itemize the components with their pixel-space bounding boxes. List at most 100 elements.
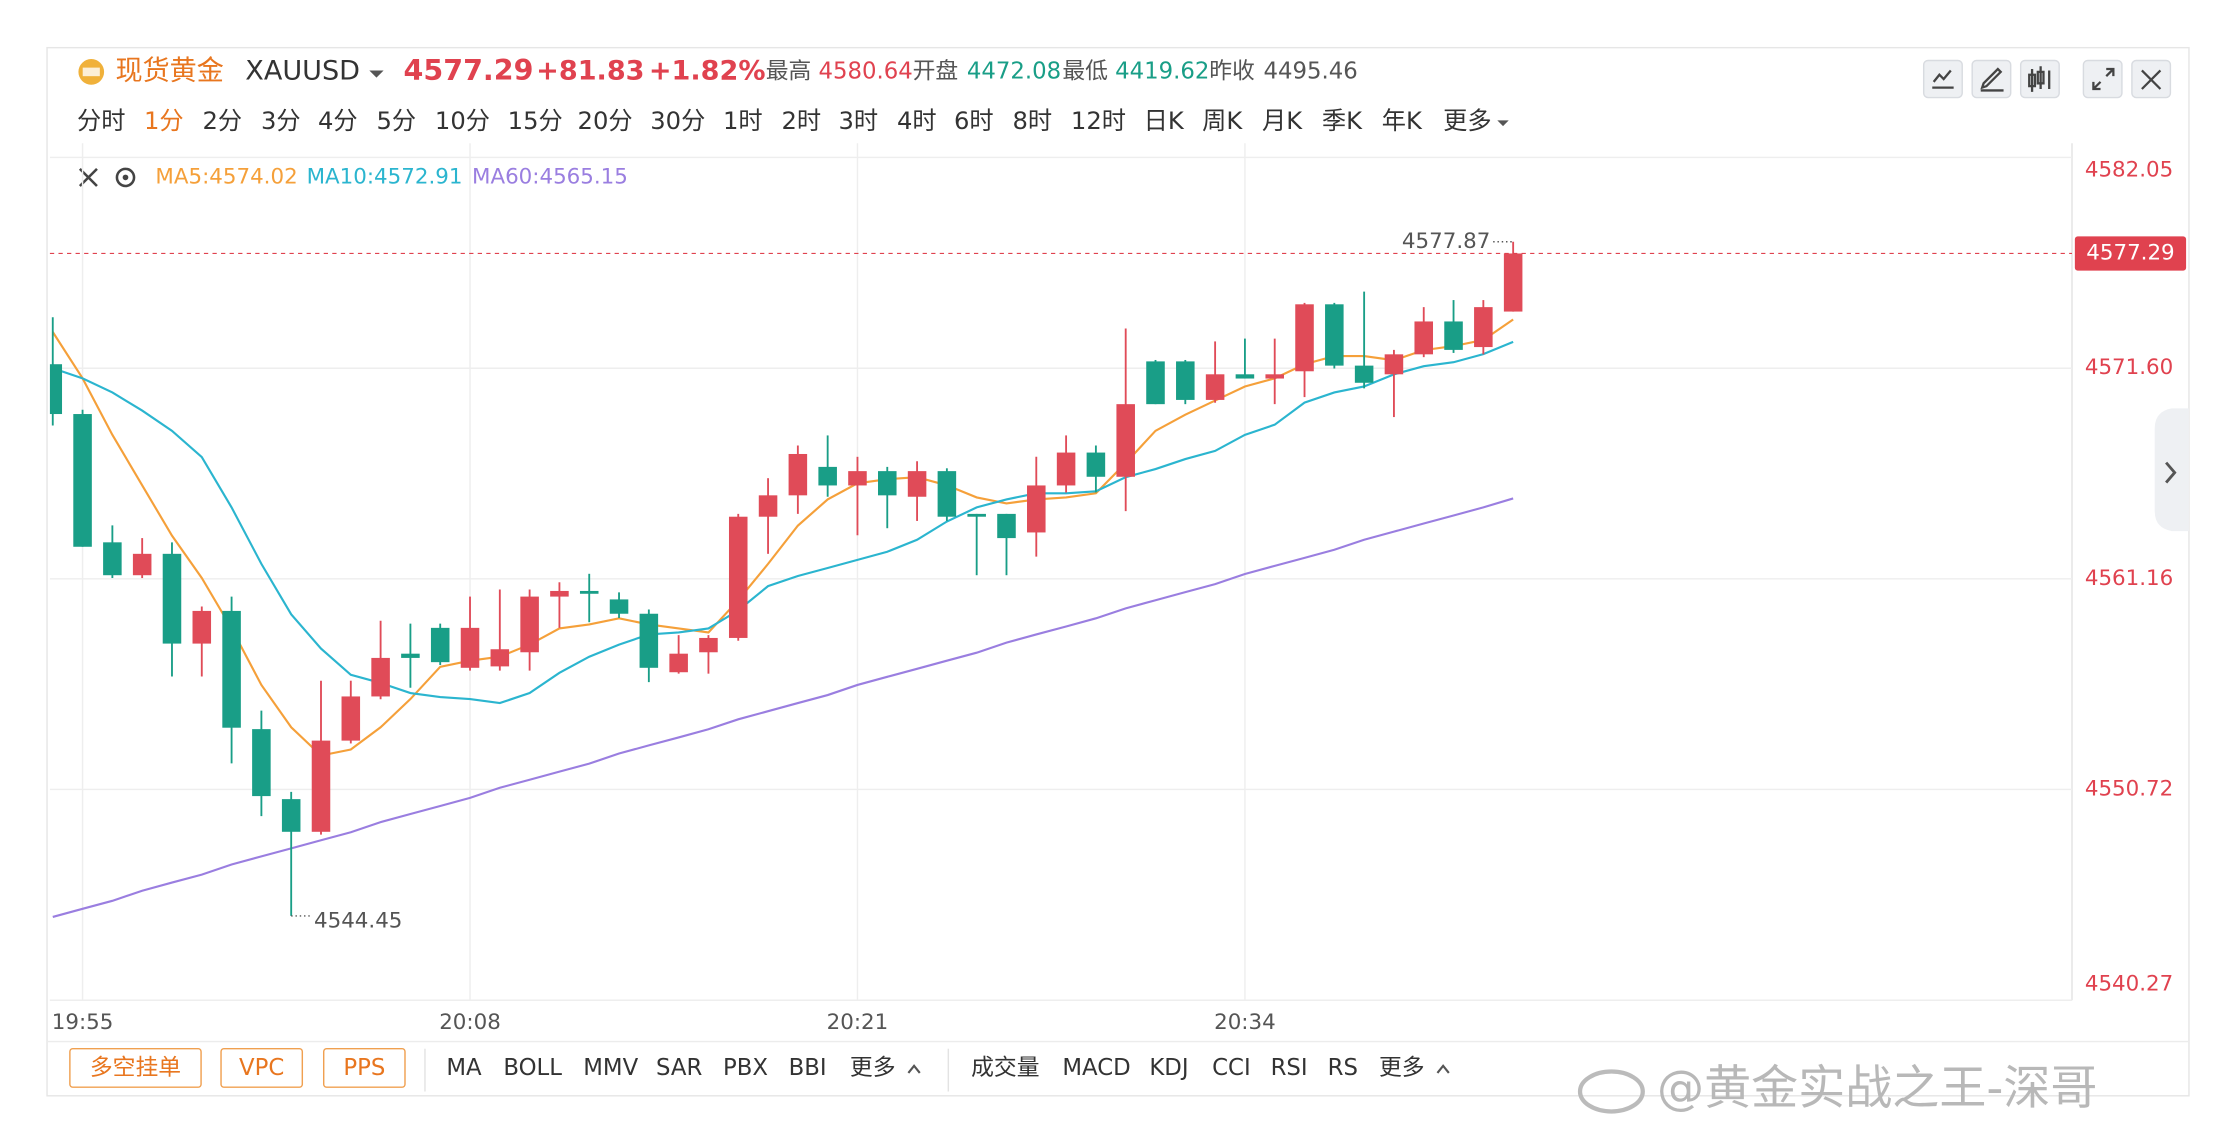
- interval-tab[interactable]: 12时: [1071, 106, 1126, 135]
- indicator[interactable]: 成交量: [971, 1055, 1039, 1081]
- interval-tab[interactable]: 周K: [1202, 106, 1243, 135]
- button[interactable]: PPS: [343, 1055, 385, 1081]
- indicator[interactable]: MA: [446, 1055, 482, 1081]
- interval-tab[interactable]: 年K: [1382, 106, 1423, 135]
- candle-body: [609, 599, 629, 614]
- gold-icon-bar: [82, 67, 100, 77]
- last-price-tag: [2074, 236, 2187, 271]
- dropdown-arrow[interactable]: [1497, 120, 1509, 127]
- watermark-logo: [1577, 1069, 1645, 1114]
- candle-body: [669, 653, 688, 673]
- stat-value: 4580.64: [819, 58, 913, 84]
- interval-tab[interactable]: 1时: [723, 106, 763, 135]
- interval-tab[interactable]: 月K: [1262, 106, 1303, 135]
- indicator[interactable]: MACD: [1062, 1055, 1130, 1081]
- interval-tab[interactable]: 8时: [1012, 106, 1052, 135]
- indicator[interactable]: RSI: [1271, 1055, 1308, 1081]
- candle-body: [818, 466, 837, 486]
- x-tick-label: 20:34: [1214, 1010, 1276, 1035]
- interval-tab[interactable]: 5分: [376, 106, 416, 135]
- candle-body: [1384, 354, 1404, 375]
- y-tick-label: 4540.27: [2085, 972, 2173, 997]
- button-frame[interactable]: [69, 1048, 202, 1088]
- change-pct: +1.82%: [649, 55, 766, 86]
- interval-tab[interactable]: 10分: [435, 106, 490, 135]
- interval-tab[interactable]: 3时: [839, 106, 879, 135]
- interval-tab[interactable]: 4分: [318, 106, 358, 135]
- indicator[interactable]: RS: [1328, 1055, 1358, 1081]
- toolbar-icons: [1932, 66, 2162, 92]
- tool-button[interactable]: [1971, 59, 2012, 99]
- stat-value: 4472.08: [967, 58, 1061, 84]
- icon-line: [1932, 69, 1954, 89]
- indicator[interactable]: SAR: [656, 1055, 702, 1081]
- indicator[interactable]: BBI: [789, 1055, 827, 1081]
- interval-tab[interactable]: 15分: [508, 106, 563, 135]
- x-tick-label: 19:55: [52, 1010, 114, 1035]
- icon-candles: [2028, 66, 2051, 92]
- instrument-symbol[interactable]: XAUUSD: [245, 55, 360, 86]
- indicator[interactable]: PBX: [723, 1055, 768, 1081]
- interval-tab[interactable]: 分时: [77, 106, 125, 135]
- stat-label: 最低: [1062, 58, 1108, 84]
- interval-tab[interactable]: 更多: [1443, 106, 1491, 135]
- tool-button[interactable]: [2082, 59, 2123, 99]
- last-price: 4577.29: [404, 54, 534, 87]
- last-price-label: 4577.29: [2086, 240, 2174, 265]
- interval-tab[interactable]: 6时: [954, 106, 994, 135]
- candle-body: [937, 471, 957, 517]
- indicator[interactable]: BOLL: [503, 1055, 562, 1081]
- candle-body: [1444, 321, 1463, 350]
- candle-body: [1474, 307, 1493, 348]
- candle-body: [371, 657, 390, 697]
- indicator[interactable]: 更多: [850, 1055, 896, 1081]
- interval-tab[interactable]: 2分: [202, 106, 242, 135]
- candle-body: [192, 610, 212, 644]
- interval-tab[interactable]: 20分: [578, 106, 633, 135]
- candle-body: [1116, 404, 1135, 477]
- interval-tab[interactable]: 4时: [897, 106, 937, 135]
- interval-tab[interactable]: 季K: [1322, 106, 1363, 135]
- candle-body: [639, 613, 659, 668]
- interval-tab[interactable]: 3分: [261, 106, 301, 135]
- more-arrow[interactable]: [1436, 1064, 1450, 1074]
- button[interactable]: VPC: [239, 1055, 284, 1081]
- watermark: @黄金实战之王-深哥: [1657, 1061, 2097, 1116]
- candle-body: [728, 516, 748, 638]
- interval-tab[interactable]: 日K: [1144, 106, 1185, 135]
- stat-label: 开盘: [913, 58, 959, 84]
- side-toggle-arrow: [2165, 461, 2177, 484]
- candle-body: [252, 729, 271, 797]
- plot: [49, 241, 1523, 918]
- candle-body: [1086, 452, 1106, 477]
- y-tick-label: 4550.72: [2085, 776, 2173, 801]
- indicator[interactable]: MMV: [583, 1055, 638, 1081]
- dropdown-arrow[interactable]: [369, 70, 384, 78]
- icon-pen: [1980, 67, 2004, 92]
- stat-value: 4419.62: [1115, 58, 1209, 84]
- indicator[interactable]: CCI: [1212, 1055, 1251, 1081]
- interval-tab[interactable]: 30分: [650, 106, 705, 135]
- indicator[interactable]: 更多: [1379, 1055, 1425, 1081]
- panel: [46, 46, 2190, 1097]
- ma-line: [52, 497, 1514, 918]
- ma-line: [52, 340, 1514, 705]
- indicator[interactable]: KDJ: [1149, 1055, 1188, 1081]
- candle-body: [1325, 304, 1344, 366]
- more-arrow[interactable]: [907, 1064, 921, 1074]
- candle-body: [1414, 321, 1434, 355]
- change: +81.83: [536, 55, 644, 86]
- button-frame[interactable]: [220, 1048, 304, 1088]
- interval-tab[interactable]: 2时: [781, 106, 821, 135]
- y-tick-label: 4582.05: [2085, 157, 2173, 182]
- interval-tab[interactable]: 1分: [144, 106, 184, 135]
- candle-body: [73, 414, 92, 547]
- button[interactable]: 多空挂单: [90, 1055, 181, 1081]
- legend-settings[interactable]: [115, 167, 136, 188]
- button-frame[interactable]: [322, 1048, 406, 1088]
- legend-settings-dot: [122, 174, 129, 181]
- candle-body: [1265, 374, 1284, 379]
- candle-body: [132, 553, 152, 576]
- y-tick-label: 4571.60: [2085, 355, 2173, 380]
- instrument-name[interactable]: 现货黄金: [116, 55, 224, 86]
